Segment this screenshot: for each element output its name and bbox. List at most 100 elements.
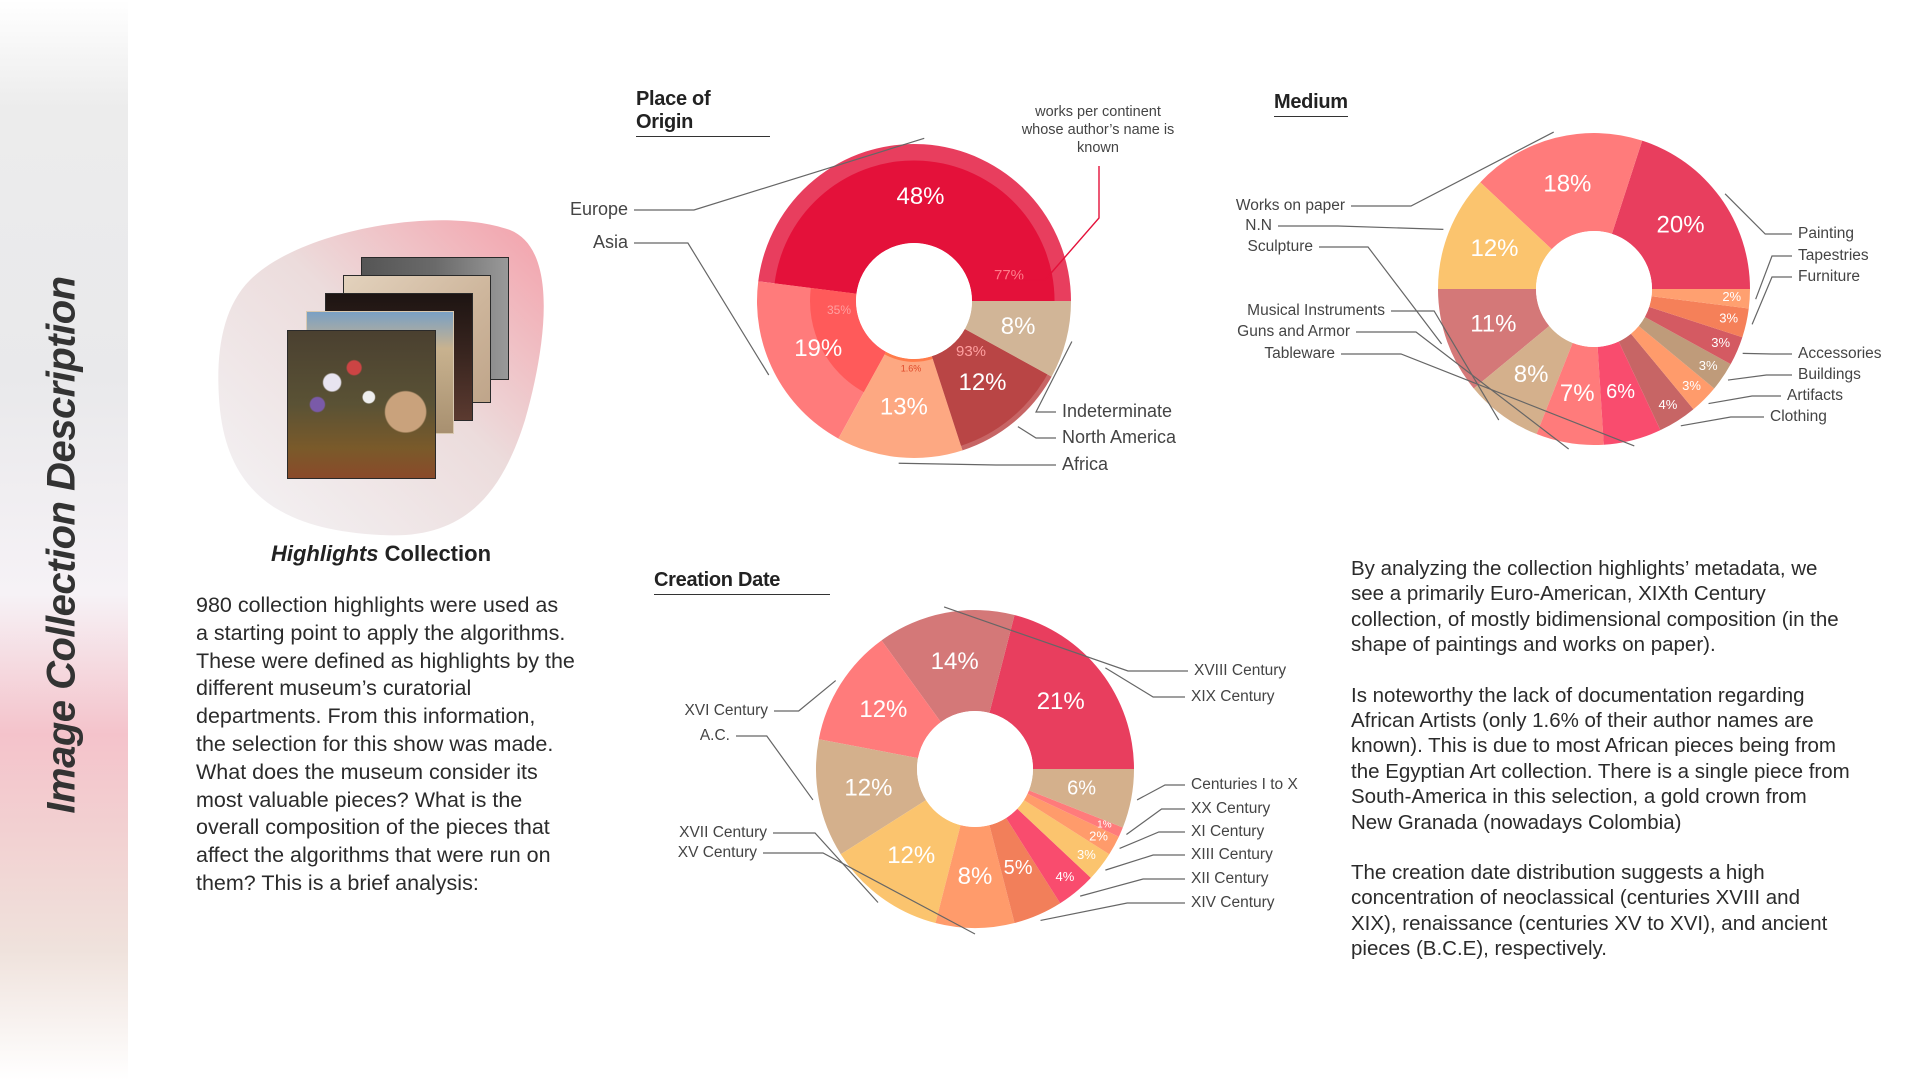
leader-line <box>1755 255 1792 300</box>
analysis-line: known). This is due to most African piec… <box>1351 734 1837 758</box>
description-line: affect the algorithms that were run on <box>196 843 551 868</box>
leader-line <box>1126 808 1185 836</box>
slice-label: Accessories <box>1798 345 1882 362</box>
pie-slice-accessories <box>1644 306 1743 365</box>
leader-line <box>1751 276 1792 325</box>
analysis-paragraph: Is noteworthy the lack of documentation … <box>1351 683 1850 835</box>
slice-label: Asia <box>593 232 629 252</box>
leader-line <box>1351 131 1554 207</box>
pie-slice-indeterminate <box>964 301 1071 377</box>
slice-label: XII Century <box>1191 870 1269 887</box>
leader-line <box>1119 831 1185 850</box>
slice-percent-label: 6% <box>1606 381 1635 403</box>
slice-percent-label: 20% <box>1657 211 1705 238</box>
slice-percent-label: 12% <box>958 369 1006 396</box>
slice-label: Tapestries <box>1798 247 1869 264</box>
slice-label: XIII Century <box>1191 846 1273 863</box>
slice-percent-label: 3% <box>1719 311 1738 326</box>
analysis-line: concentration of neoclassical (centuries… <box>1351 886 1800 910</box>
known-author-percent: 1.6% <box>901 363 922 373</box>
pie-slice-centuries-i-to-x <box>1028 769 1134 828</box>
slice-percent-label: 19% <box>794 335 842 362</box>
slice-percent-label: 8% <box>958 863 993 890</box>
description-line: overall composition of the pieces that <box>196 815 550 840</box>
creation-chart-title: Creation Date <box>654 569 830 595</box>
slice-label: XVII Century <box>679 824 767 841</box>
slice-percent-label: 18% <box>1543 171 1591 198</box>
slice-label: Furniture <box>1798 268 1860 285</box>
pie-slice-artifacts <box>1630 325 1715 410</box>
slice-label: Artifacts <box>1787 387 1843 404</box>
known-author-slice <box>884 351 933 362</box>
donut-hole <box>1536 231 1652 347</box>
slice-label: North America <box>1062 427 1177 447</box>
analysis-line: The creation date distribution suggests … <box>1351 861 1765 885</box>
slice-percent-label: 4% <box>1659 397 1678 412</box>
slice-percent-label: 11% <box>1470 311 1516 338</box>
slice-label: Musical Instruments <box>1247 302 1385 319</box>
donut-hole <box>856 243 972 359</box>
leader-line <box>1708 395 1781 405</box>
slice-percent-label: 1% <box>1097 820 1112 831</box>
slice-label: XIV Century <box>1191 894 1275 911</box>
known-author-slice <box>931 328 1048 446</box>
leader-line <box>1356 331 1570 450</box>
leader-line <box>634 137 925 211</box>
leader-line <box>774 680 837 712</box>
slice-percent-label: 3% <box>1682 378 1701 393</box>
analysis-paragraph: By analyzing the collection highlights’ … <box>1351 556 1850 658</box>
pie-slice-xiv-century <box>989 817 1061 924</box>
description-line: What does the museum consider its <box>196 759 538 784</box>
known-author-percent: 93% <box>956 343 986 360</box>
leader-line <box>1341 353 1635 447</box>
leader-line <box>736 735 814 801</box>
slice-percent-label: 2% <box>1722 289 1741 304</box>
leader-line <box>773 832 879 903</box>
description-line: departments. From this information, <box>196 704 536 729</box>
slice-label: Centuries I to X <box>1191 776 1298 793</box>
leader-line <box>1680 416 1764 427</box>
pie-slice-xx-century <box>1027 790 1123 837</box>
description-line: 980 collection highlights were used as <box>196 593 559 617</box>
pie-slice-n-n <box>1438 182 1552 289</box>
slice-percent-label: 3% <box>1699 358 1718 373</box>
leader-line <box>1278 225 1444 230</box>
slice-label: N.N <box>1245 217 1272 234</box>
pie-slice-works-on-paper <box>1480 133 1643 250</box>
pie-slice-buildings <box>1638 316 1731 389</box>
origin-chart-title: Place of Origin <box>636 88 770 137</box>
analysis-line: shape of paintings and works on paper). <box>1351 633 1716 657</box>
pie-slice-xix-century <box>989 614 1134 769</box>
pie-slice-xvii-century <box>840 800 961 924</box>
slice-percent-label: 3% <box>1711 335 1730 350</box>
known-author-percent: 35% <box>827 303 851 317</box>
leader-line <box>634 242 770 376</box>
artwork-thumbnail-flowers <box>287 330 436 479</box>
pie-slice-xviii-century <box>881 610 1015 723</box>
collection-title-rest: Collection <box>384 541 492 566</box>
analysis-line: New Granada (nowadays Colombia) <box>1351 810 1682 834</box>
pie-slice-guns-and-armor <box>1536 342 1604 446</box>
slice-label: Clothing <box>1770 408 1827 425</box>
pie-slice-xii-century <box>1006 808 1091 904</box>
analysis-text: By analyzing the collection highlights’ … <box>1351 556 1850 987</box>
slice-percent-label: 12% <box>1470 235 1518 262</box>
analysis-line: pieces (B.C.E), respectively. <box>1351 937 1607 961</box>
donut-hole <box>917 711 1033 827</box>
slice-percent-label: 12% <box>887 842 935 869</box>
analysis-line: XIX), renaissance (centuries XV to XVI),… <box>1351 911 1828 935</box>
slice-percent-label: 48% <box>896 183 944 210</box>
leader-line <box>1724 193 1792 235</box>
description-line: them? This is a brief analysis: <box>196 870 479 895</box>
leader-line <box>1727 374 1792 381</box>
pie-slice-painting <box>1611 140 1750 289</box>
collection-title: Highlights Collection <box>271 541 491 567</box>
pie-slice-africa <box>838 351 963 459</box>
pie-slice-tableware <box>1597 341 1661 445</box>
leader-line <box>1035 341 1073 413</box>
analysis-line: African Artists (only 1.6% of their auth… <box>1351 709 1814 733</box>
slice-percent-label: 3% <box>1077 847 1096 862</box>
slice-label: Works on paper <box>1236 197 1345 214</box>
slice-label: A.C. <box>700 727 730 744</box>
